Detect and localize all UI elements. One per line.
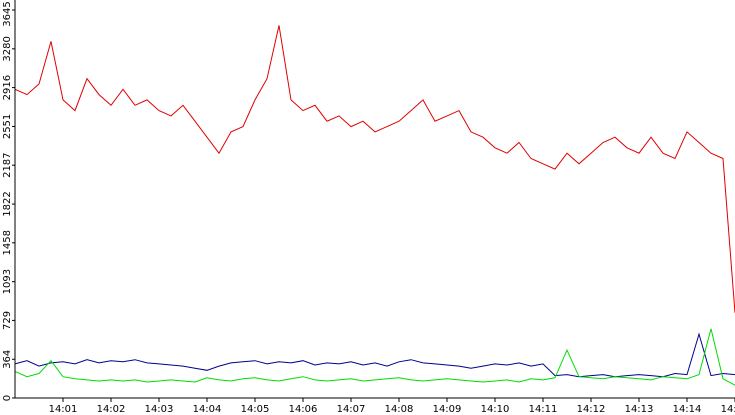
x-tick-label: 14:06 <box>289 404 318 415</box>
x-tick-label: 14:15 <box>721 404 735 415</box>
y-tick-label: 0 <box>2 395 13 401</box>
y-tick-label: 3280 <box>2 36 13 61</box>
series-line <box>14 25 735 313</box>
y-tick-label: 3645 <box>2 1 13 26</box>
x-tick-label: 14:05 <box>241 404 270 415</box>
x-tick-label: 14:11 <box>529 404 558 415</box>
x-tick-label: 14:08 <box>385 404 414 415</box>
x-tick-label: 14:13 <box>625 404 654 415</box>
x-tick-label: 14:14 <box>673 404 702 415</box>
y-tick-label: 2187 <box>2 152 13 177</box>
x-tick-label: 14:12 <box>577 404 606 415</box>
x-tick-label: 14:03 <box>145 404 174 415</box>
y-tick-label: 1458 <box>2 230 13 255</box>
y-tick-label: 1822 <box>2 191 13 216</box>
x-tick-label: 14:04 <box>193 404 222 415</box>
x-tick-label: 14:10 <box>481 404 510 415</box>
y-tick-label: 2916 <box>2 75 13 100</box>
y-tick-label: 1093 <box>2 269 13 294</box>
series-line <box>14 328 735 386</box>
x-tick-label: 14:09 <box>433 404 462 415</box>
x-tick-label: 14:07 <box>337 404 366 415</box>
y-tick-label: 364 <box>2 350 13 369</box>
y-tick-label: 2551 <box>2 114 13 139</box>
y-tick-label: 729 <box>2 311 13 330</box>
x-tick-label: 14:01 <box>49 404 78 415</box>
x-tick-label: 14:02 <box>97 404 126 415</box>
series-line <box>14 332 735 378</box>
